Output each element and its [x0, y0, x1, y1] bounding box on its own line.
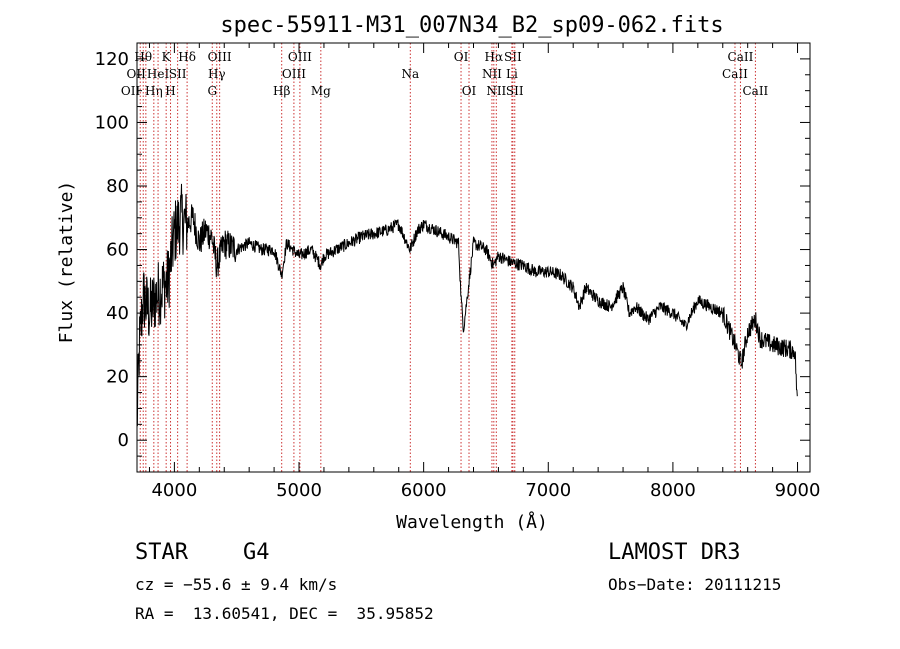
y-tick-label: 20	[106, 367, 129, 388]
plot-frame	[136, 42, 811, 473]
y-axis-label: Flux (relative)	[56, 181, 77, 344]
line-marker-label: K	[162, 50, 172, 64]
line-marker-label: OI	[462, 84, 477, 98]
y-tick-label: 120	[95, 49, 129, 70]
line-marker-label: NII	[482, 67, 502, 81]
object-class: STAR	[135, 540, 188, 565]
line-marker-label: OIII	[282, 67, 306, 81]
y-tick-label: 40	[106, 303, 129, 324]
x-axis-label: Wavelength (Å)	[396, 511, 548, 533]
x-tick-label: 4000	[151, 480, 197, 501]
spectrum-line	[136, 183, 798, 427]
line-marker-label: Hη	[145, 84, 163, 98]
line-marker-label: SII	[506, 84, 524, 98]
line-marker-label: H	[165, 84, 175, 98]
x-tick-label: 8000	[650, 480, 696, 501]
y-tick-label: 60	[106, 240, 129, 261]
line-marker-label: SII	[169, 67, 187, 81]
x-tick-label: 6000	[401, 480, 447, 501]
line-marker-label: SII	[504, 50, 522, 64]
redshift-cz: cz = −55.6 ± 9.4 km/s	[135, 575, 338, 594]
line-marker-label: Hβ	[273, 84, 290, 98]
line-marker-label: OIII	[208, 50, 232, 64]
line-marker-label: NII	[486, 84, 506, 98]
line-marker-label: G	[207, 84, 217, 98]
x-tick-label: 7000	[525, 480, 571, 501]
x-tick-label: 9000	[775, 480, 821, 501]
line-marker-label: HeI	[147, 67, 170, 81]
line-marker-label: CaII	[722, 67, 748, 81]
line-marker-label: Hθ	[134, 50, 152, 64]
y-tick-label: 100	[95, 112, 129, 133]
line-marker-label: CaII	[742, 84, 768, 98]
y-tick-label: 80	[106, 176, 129, 197]
line-marker-label: OIII	[288, 50, 312, 64]
line-marker-label: Hδ	[178, 50, 196, 64]
line-marker-label: Hα	[485, 50, 504, 64]
coordinates: RA = 13.60541, DEC = 35.95852	[135, 604, 434, 623]
line-marker-label: Hγ	[208, 67, 226, 81]
line-marker-label: OII	[127, 67, 147, 81]
survey-name: LAMOST DR3	[608, 540, 741, 565]
line-marker-label: Li	[506, 67, 518, 81]
line-marker-label: OI	[454, 50, 469, 64]
y-tick-label: 0	[118, 430, 129, 451]
chart-title: spec-55911-M31_007N34_B2_sp09-062.fits	[220, 13, 723, 38]
x-tick-label: 5000	[276, 480, 322, 501]
subclass: G4	[243, 540, 270, 565]
line-marker-label: CaII	[728, 50, 754, 64]
line-marker-label: Mg	[311, 84, 331, 98]
observation-date: Obs−Date: 20111215	[608, 575, 782, 594]
line-marker-label: Na	[401, 67, 419, 81]
line-marker-label: OII	[121, 84, 141, 98]
spectral-line-markers: OII Hθ OII Hη HeI K H SII Hδ G Hγ OIII Hβ OIII OIII Mg N…	[121, 43, 769, 472]
axis-ticks: 4000 5000 6000 7000 8000 9000 0 20 40 60 80 100 120	[95, 43, 821, 501]
